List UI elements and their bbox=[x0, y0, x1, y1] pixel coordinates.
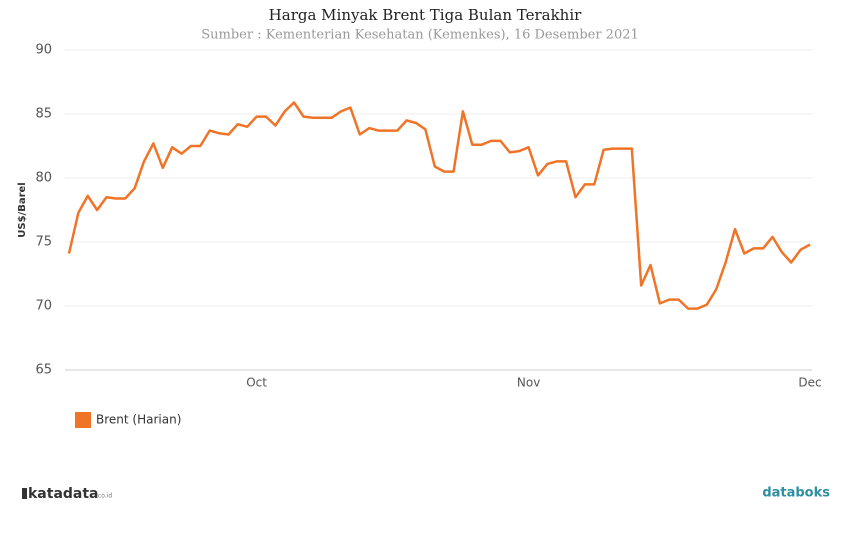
chart-subtitle: Sumber : Kementerian Kesehatan (Kemenkes… bbox=[201, 28, 639, 43]
footer-left-suffix: .co.id bbox=[96, 493, 112, 500]
legend-swatch bbox=[75, 412, 91, 428]
chart-title: Harga Minyak Brent Tiga Bulan Terakhir bbox=[269, 6, 582, 24]
y-tick-label: 80 bbox=[35, 171, 52, 186]
y-tick-label: 65 bbox=[35, 363, 52, 378]
x-tick-label: Dec bbox=[798, 376, 821, 390]
logo-icon bbox=[22, 488, 27, 499]
legend-label: Brent (Harian) bbox=[96, 413, 181, 427]
y-tick-label: 90 bbox=[35, 43, 52, 58]
y-tick-label: 75 bbox=[35, 235, 52, 250]
y-tick-label: 70 bbox=[35, 299, 52, 314]
line-series bbox=[67, 101, 811, 310]
x-tick-label: Oct bbox=[246, 376, 267, 390]
y-tick-label: 85 bbox=[35, 107, 52, 122]
footer-right: databoks bbox=[762, 486, 830, 501]
footer-left: katadata bbox=[28, 486, 99, 502]
y-axis-label: US$/Barel bbox=[17, 182, 28, 237]
x-tick-label: Nov bbox=[517, 376, 540, 390]
